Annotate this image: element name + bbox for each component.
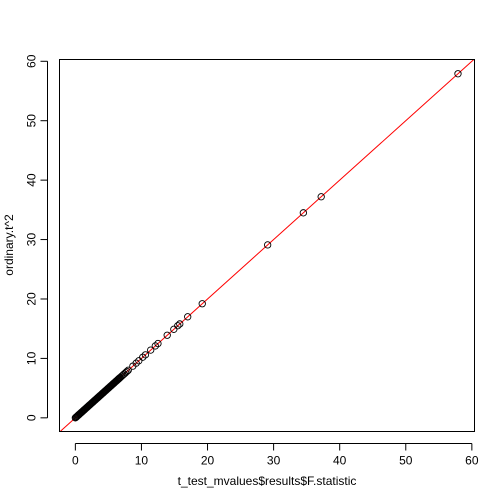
data-point [184, 313, 192, 321]
data-point [132, 359, 140, 367]
y-axis-title: ordinary.t^2 [2, 214, 16, 276]
data-point [317, 193, 325, 201]
data-point [139, 353, 147, 361]
y-tick-label: 30 [25, 233, 39, 247]
x-axis-title: t_test_mvalues$results$F.statistic [178, 474, 357, 488]
data-point [124, 366, 132, 374]
data-point [198, 300, 206, 308]
x-axis: 0 10 20 30 40 50 60 [72, 443, 479, 468]
data-points [71, 70, 462, 422]
y-axis: 0 10 20 30 40 50 60 [25, 54, 48, 421]
y-tick-label: 40 [25, 173, 39, 187]
data-point [176, 320, 184, 328]
data-point [147, 346, 155, 354]
y-tick-label: 50 [25, 114, 39, 128]
plot-frame [59, 59, 475, 432]
x-tick-label: 0 [72, 454, 79, 468]
x-tick-label: 30 [267, 454, 281, 468]
x-tick-label: 40 [333, 454, 347, 468]
data-point [151, 342, 159, 350]
data-point [163, 331, 171, 339]
y-tick-label: 10 [25, 351, 39, 365]
x-tick-label: 60 [465, 454, 479, 468]
data-point [174, 322, 182, 330]
data-point [154, 339, 162, 348]
data-point [454, 70, 462, 78]
data-point [299, 209, 307, 217]
y-tick-label: 0 [25, 414, 39, 421]
data-point [121, 369, 130, 377]
x-tick-label: 20 [201, 454, 215, 468]
data-point [123, 367, 131, 376]
data-point [141, 351, 150, 359]
y-tick-label: 60 [25, 54, 39, 68]
y-tick-label: 20 [25, 292, 39, 306]
data-point [264, 241, 272, 249]
x-tick-label: 50 [399, 454, 413, 468]
x-tick-label: 10 [135, 454, 149, 468]
